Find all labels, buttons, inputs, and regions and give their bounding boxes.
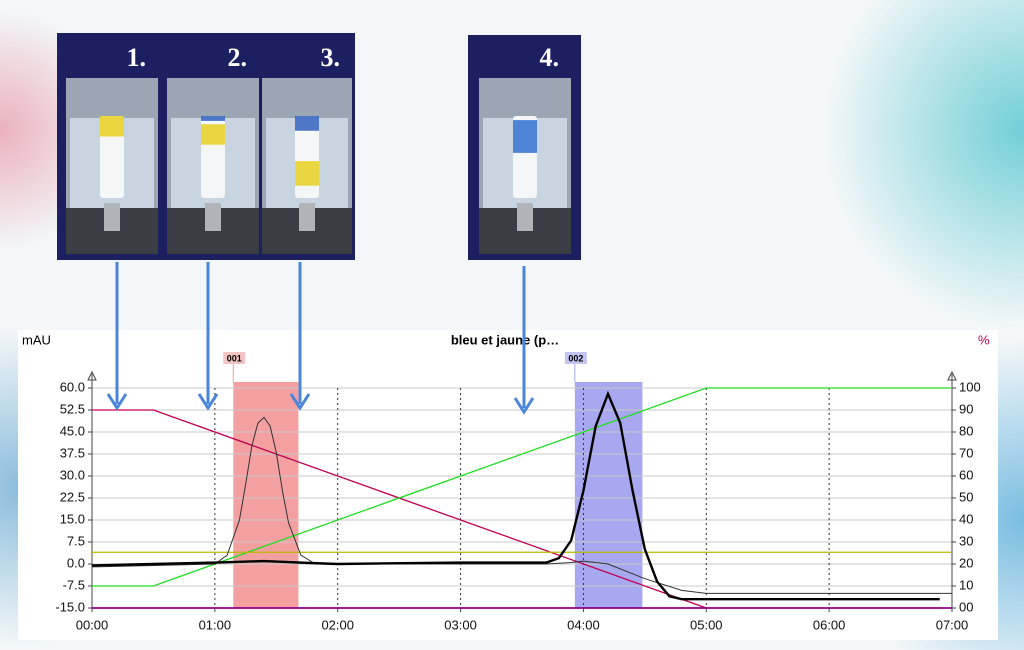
fraction-label: 002 [568, 353, 583, 363]
y2-tick-label: 80 [959, 423, 973, 438]
series-line [91, 390, 940, 601]
arrow-head [513, 397, 535, 415]
column-band [295, 116, 319, 131]
x-tick-label: 07:00 [936, 617, 969, 632]
photos: 1. 2. 3. 4. [66, 43, 571, 254]
y-tick-label: -7.5 [63, 577, 85, 592]
column-band [513, 120, 537, 153]
x-tick-label: 04:00 [567, 617, 600, 632]
y-tick-label: 7.5 [67, 533, 85, 548]
series-line [92, 409, 707, 609]
x-tick-label: 02:00 [321, 617, 354, 632]
y-tick-label: 60.0 [60, 379, 85, 394]
axis-arrow [87, 370, 97, 381]
column-band [100, 116, 124, 137]
arrows [106, 262, 535, 415]
y-axis-label: mAU [22, 332, 51, 347]
y2-tick-label: 30 [959, 533, 973, 548]
fraction-label: 001 [227, 353, 242, 363]
column-foot [205, 203, 221, 231]
arrow-head [289, 393, 311, 411]
column-foot [299, 203, 315, 231]
x-tick-label: 06:00 [813, 617, 846, 632]
y2-tick-label: 00 [959, 599, 973, 614]
series-line [92, 387, 952, 587]
fraction-band [233, 382, 299, 608]
y-tick-label: 15.0 [60, 511, 85, 526]
x-tick-label: 00:00 [76, 617, 109, 632]
fraction-band [574, 382, 643, 608]
series-line [91, 416, 952, 594]
y-tick-label: 22.5 [60, 489, 85, 504]
y-tick-label: 45.0 [60, 423, 85, 438]
x-tick-label: 03:00 [444, 617, 477, 632]
arrow-head [106, 393, 128, 411]
axis-arrow [947, 370, 957, 381]
y2-tick-label: 100 [959, 379, 981, 394]
column-foot [517, 203, 533, 231]
y2-tick-label: 10 [959, 577, 973, 592]
photo-label: 4. [540, 43, 560, 72]
chart-title: bleu et jaune (p… [451, 332, 559, 347]
y2-axis-label: % [978, 332, 990, 347]
y2-tick-label: 40 [959, 511, 973, 526]
y-tick-label: -15.0 [55, 599, 85, 614]
photo-label: 2. [228, 43, 248, 72]
y2-tick-label: 70 [959, 445, 973, 460]
arrow-head [197, 393, 219, 411]
y2-tick-label: 90 [959, 401, 973, 416]
y-tick-label: 52.5 [60, 401, 85, 416]
y2-tick-label: 20 [959, 555, 973, 570]
fraction-tag [564, 352, 587, 364]
y-tick-label: 37.5 [60, 445, 85, 460]
photo-label: 3. [321, 43, 341, 72]
x-tick-label: 05:00 [690, 617, 723, 632]
y2-tick-label: 60 [959, 467, 973, 482]
x-tick-label: 01:00 [199, 617, 232, 632]
plot: 001 002 60.0 52.5 45.0 37.5 30.0 22.5 15.0 7.5 0.0… [55, 352, 981, 632]
fraction-tag [223, 352, 246, 364]
y-tick-label: 30.0 [60, 467, 85, 482]
column-band [201, 124, 225, 145]
photo-label: 1. [127, 43, 147, 72]
column-foot [104, 203, 120, 231]
y-tick-label: 0.0 [67, 555, 85, 570]
column-band [295, 161, 319, 186]
y2-tick-label: 50 [959, 489, 973, 504]
column-band [201, 116, 225, 121]
chart-panel [18, 330, 998, 640]
